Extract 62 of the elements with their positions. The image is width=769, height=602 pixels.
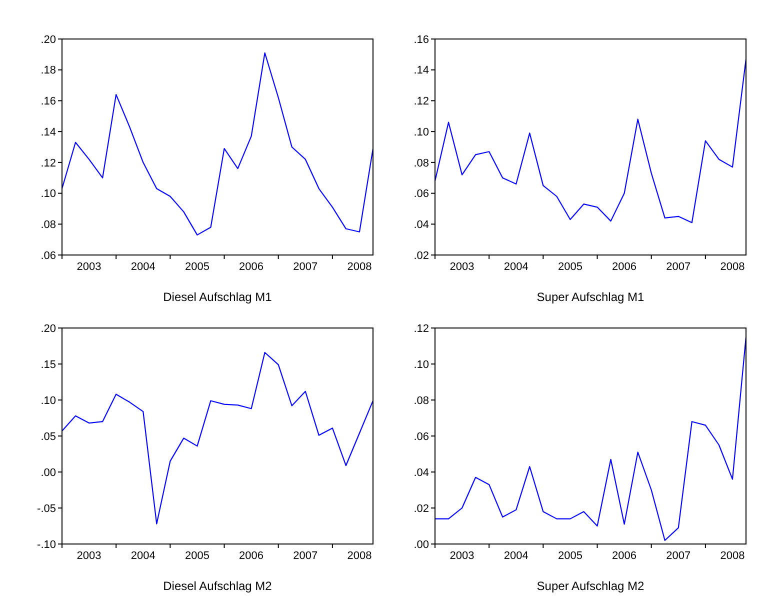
y-tick-label: .00: [414, 538, 429, 551]
x-tick-label: 2005: [558, 261, 582, 273]
y-tick-label: .02: [414, 502, 429, 515]
y-tick-label: -.10: [37, 538, 56, 551]
x-tick-label: 2004: [130, 550, 156, 562]
y-tick-label: .02: [414, 250, 429, 262]
line-series: [61, 52, 374, 236]
y-tick-label: .00: [40, 466, 56, 479]
x-tick-label: 2006: [612, 550, 637, 562]
x-tick-label: 2007: [293, 550, 318, 562]
x-tick-label: 2006: [612, 261, 637, 273]
y-tick-label: .20: [40, 322, 56, 335]
y-tick-label: .06: [414, 188, 429, 200]
x-tick-label: 2007: [293, 261, 318, 273]
y-tick-label: .12: [40, 157, 56, 170]
x-tick-label: 2005: [184, 261, 210, 273]
y-tick-label: .16: [40, 96, 56, 108]
x-tick-label: 2008: [720, 261, 745, 273]
y-tick-label: .06: [40, 250, 56, 262]
y-tick-label: .10: [414, 126, 429, 138]
x-tick-label: 2003: [76, 550, 102, 562]
x-tick-label: 2008: [720, 550, 745, 562]
y-tick-label: .20: [40, 34, 56, 46]
x-tick-label: 2007: [666, 261, 691, 273]
x-tick-label: 2008: [347, 550, 372, 562]
x-tick-label: 2007: [666, 550, 691, 562]
x-tick-label: 2003: [450, 261, 474, 273]
x-tick-label: 2005: [184, 550, 210, 562]
y-tick-label: .18: [40, 64, 56, 77]
y-tick-label: .16: [414, 34, 429, 46]
x-tick-label: 2008: [347, 261, 372, 273]
line-series: [434, 336, 747, 541]
x-tick-label: 2005: [558, 550, 582, 562]
x-tick-label: 2006: [239, 261, 264, 273]
x-tick-label: 2006: [239, 550, 264, 562]
x-tick-label: 2003: [450, 550, 474, 562]
y-tick-label: .04: [414, 466, 429, 479]
text: Diesel Aufschlag M2: [163, 579, 272, 593]
x-tick-label: 2004: [504, 261, 528, 273]
x-tick-label: 2004: [504, 550, 528, 562]
x-tick-label: 2004: [130, 261, 156, 273]
x-tick-label: 2003: [76, 261, 102, 273]
y-tick-label: .10: [40, 394, 56, 407]
y-tick-label: .04: [414, 218, 429, 231]
y-tick-label: .14: [40, 126, 56, 138]
text: Super Aufschlag M1: [536, 290, 645, 304]
y-tick-label: .14: [414, 64, 429, 77]
y-tick-label: .05: [40, 430, 56, 443]
y-tick-label: .08: [414, 394, 429, 407]
y-tick-label: .08: [40, 218, 56, 231]
y-tick-label: .12: [414, 322, 429, 335]
y-tick-label: .08: [414, 157, 429, 170]
line-series: [434, 58, 747, 224]
y-tick-label: .12: [414, 96, 429, 108]
y-tick-label: -.05: [37, 502, 56, 515]
y-tick-label: .15: [40, 358, 56, 371]
text: Super Aufschlag M2: [536, 579, 645, 593]
y-tick-label: .06: [414, 430, 429, 443]
line-series: [61, 352, 374, 524]
y-tick-label: .10: [414, 358, 429, 371]
text: Diesel Aufschlag M1: [163, 290, 272, 304]
y-tick-label: .10: [40, 188, 56, 200]
